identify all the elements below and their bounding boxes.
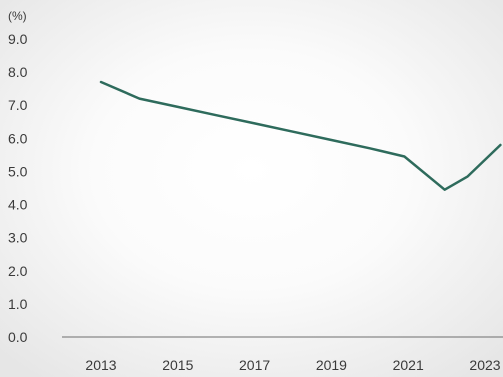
y-tick-label: 2.0	[8, 263, 28, 279]
y-tick-label: 5.0	[8, 163, 28, 179]
y-unit-label: (%)	[8, 9, 27, 23]
series-line	[99, 80, 502, 191]
y-tick-label: 6.0	[8, 130, 28, 146]
x-tick-label: 2015	[162, 357, 193, 373]
x-tick-label: 2021	[393, 357, 424, 373]
x-tick-label: 2019	[316, 357, 347, 373]
x-tick-label: 2017	[239, 357, 270, 373]
y-tick-label: 9.0	[8, 31, 28, 47]
x-tick-label: 2013	[85, 357, 116, 373]
x-tick-label: 2023	[469, 357, 500, 373]
y-tick-label: 3.0	[8, 230, 28, 246]
y-tick-label: 7.0	[8, 97, 28, 113]
y-axis-ticks: 0.0 1.0 2.0 3.0 4.0 5.0 6.0 7.0 8.0 9.0	[8, 31, 28, 345]
y-tick-label: 0.0	[8, 329, 28, 345]
y-tick-label: 1.0	[8, 296, 28, 312]
x-axis-ticks: 2013 2015 2017 2019 2021 2023	[85, 357, 500, 373]
y-tick-label: 8.0	[8, 64, 28, 80]
y-tick-label: 4.0	[8, 197, 28, 213]
